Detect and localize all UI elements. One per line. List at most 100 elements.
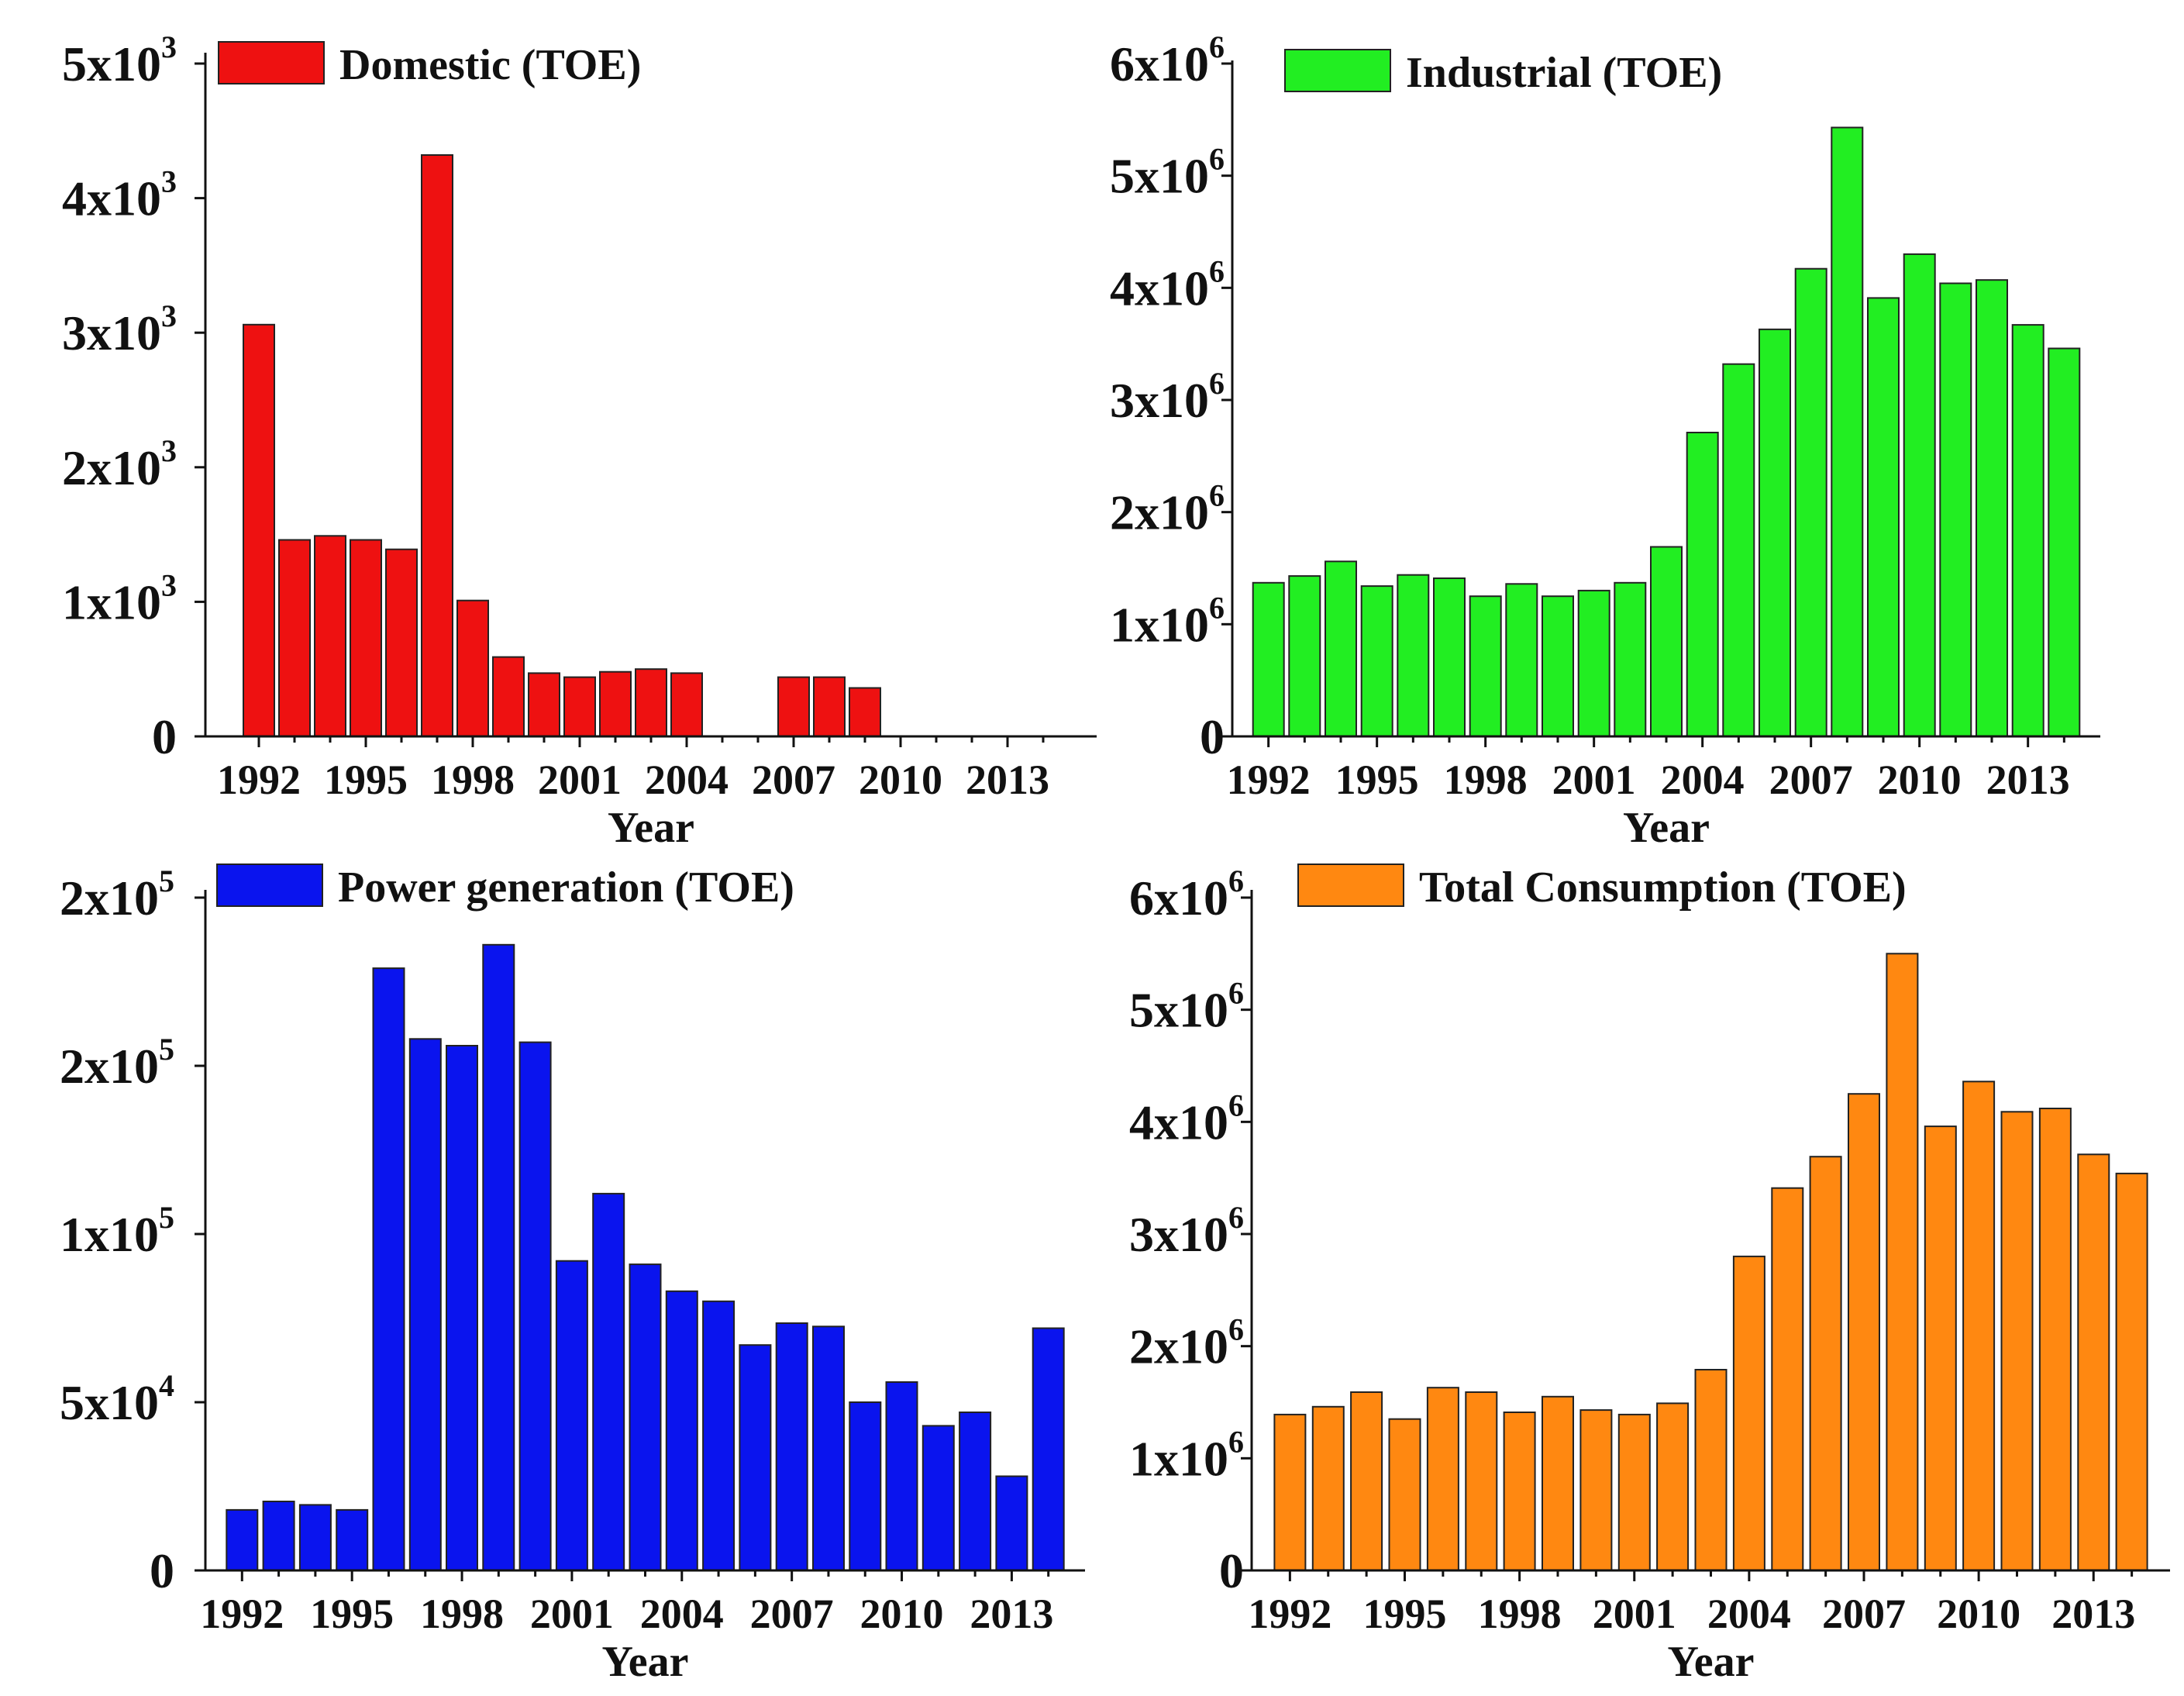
total-chart: 0 1x106 2x106 3x106 4x106 5x106 6x106 1992 1995 1… — [1129, 864, 2170, 1686]
industrial-chart: 0 1x106 2x106 3x106 4x106 5x106 6x106 1992 1995 1… — [1110, 29, 2100, 852]
industrial-x-tick-label: 1998 — [1444, 757, 1528, 803]
total-bar-2011 — [2000, 1111, 2034, 1572]
power-bar-1998 — [446, 1045, 478, 1571]
power-bar-2002 — [592, 1192, 625, 1572]
domestic-legend-label: Domestic (TOE) — [339, 41, 641, 89]
industrial-bar-1994 — [1325, 560, 1357, 737]
total-bar-2003 — [1694, 1369, 1728, 1571]
industrial-bar-2011 — [1939, 282, 1972, 737]
domestic-y-tick-label: 5x103 — [62, 29, 177, 91]
power-bar-2005 — [702, 1300, 735, 1572]
domestic-y-tick-label: 2x103 — [62, 433, 177, 495]
industrial-x-tick-label: 2010 — [1878, 757, 1962, 803]
industrial-legend-label: Industrial (TOE) — [1406, 49, 1722, 97]
total-bar-1998 — [1503, 1412, 1536, 1571]
power-legend-swatch — [216, 864, 323, 907]
total-bar-1994 — [1350, 1391, 1383, 1571]
total-bar-2004 — [1732, 1255, 1765, 1572]
industrial-y-tick-label: 1x106 — [1110, 590, 1225, 652]
industrial-bar-2007 — [1794, 267, 1827, 737]
total-bar-1992 — [1273, 1413, 1307, 1572]
power-bar-1996 — [372, 967, 405, 1571]
industrial-bar-2009 — [1867, 297, 1900, 737]
total-x-tick-label: 2013 — [2051, 1591, 2135, 1637]
total-x-tick-label: 1992 — [1248, 1591, 1331, 1637]
industrial-bar-1999 — [1505, 583, 1538, 737]
total-x-tick-label: 1998 — [1478, 1591, 1562, 1637]
industrial-x-tick-label: 2004 — [1661, 757, 1745, 803]
power-bar-2000 — [518, 1041, 552, 1571]
power-legend-label: Power generation (TOE) — [338, 864, 794, 912]
power-x-tick-label: 1995 — [310, 1591, 394, 1637]
power-bar-1993 — [262, 1501, 295, 1571]
power-y-tick-label: 5x104 — [60, 1368, 174, 1430]
industrial-legend-swatch — [1284, 49, 1391, 92]
industrial-bar-1993 — [1288, 575, 1321, 737]
total-legend-swatch — [1297, 864, 1404, 907]
power-bar-2010 — [885, 1381, 918, 1571]
industrial-bar-2004 — [1686, 432, 1719, 737]
industrial-bar-1998 — [1469, 595, 1502, 738]
power-x-tick-label: 2010 — [860, 1591, 944, 1637]
total-y-tick-label: 3x106 — [1129, 1200, 1244, 1262]
domestic-legend-swatch — [218, 41, 325, 84]
total-x-axis-label: Year — [1668, 1638, 1755, 1686]
industrial-x-tick-label: 2001 — [1552, 757, 1636, 803]
domestic-bar-2004 — [670, 672, 703, 738]
total-bar-2002 — [1656, 1402, 1690, 1572]
industrial-bar-2001 — [1577, 589, 1610, 738]
total-bar-2001 — [1617, 1413, 1651, 1572]
power-bar-1997 — [408, 1038, 442, 1572]
total-x-tick-label: 2007 — [1822, 1591, 1906, 1637]
power-x-axis-label: Year — [602, 1638, 689, 1686]
power-x-tick-label: 2001 — [530, 1591, 614, 1637]
domestic-bar-2007 — [777, 676, 810, 737]
total-bar-1996 — [1426, 1387, 1459, 1571]
domestic-bar-2003 — [635, 668, 667, 738]
total-bar-2006 — [1809, 1156, 1842, 1571]
total-bar-2012 — [2038, 1108, 2072, 1571]
domestic-y-tick-label: 3x103 — [62, 298, 177, 360]
industrial-bar-2013 — [2011, 324, 2044, 738]
domestic-x-tick-label: 1992 — [217, 757, 301, 803]
industrial-x-axis-label: Year — [1623, 804, 1710, 852]
power-x-tick-label: 1998 — [420, 1591, 504, 1637]
total-bar-2010 — [1962, 1081, 1996, 1572]
power-bar-2001 — [555, 1260, 588, 1571]
domestic-x-tick-label: 2001 — [538, 757, 622, 803]
total-y-tick-label: 0 — [1219, 1543, 1244, 1598]
industrial-bar-2010 — [1903, 253, 1936, 737]
industrial-bar-2002 — [1614, 581, 1647, 737]
domestic-bar-2002 — [599, 670, 632, 738]
industrial-bar-2012 — [1976, 279, 2008, 737]
total-y-tick-label: 4x106 — [1129, 1088, 1244, 1150]
domestic-x-tick-label: 2010 — [859, 757, 942, 803]
total-bar-1997 — [1465, 1391, 1498, 1571]
industrial-bar-2014 — [2048, 347, 2081, 737]
total-bar-2000 — [1579, 1409, 1613, 1571]
industrial-y-tick-label: 2x106 — [1110, 478, 1225, 540]
total-x-tick-label: 2004 — [1707, 1591, 1791, 1637]
domestic-bar-2001 — [563, 676, 596, 737]
total-bar-2005 — [1771, 1187, 1804, 1571]
domestic-x-tick-label: 1995 — [324, 757, 408, 803]
domestic-bar-1999 — [492, 656, 525, 737]
industrial-bar-1996 — [1397, 574, 1430, 738]
power-y-tick-label: 0 — [150, 1543, 174, 1598]
domestic-bar-1992 — [243, 323, 275, 737]
industrial-bar-2008 — [1831, 126, 1864, 737]
industrial-x-tick-label: 1992 — [1227, 757, 1311, 803]
total-x-tick-label: 2010 — [1937, 1591, 2020, 1637]
power-bar-2004 — [665, 1290, 698, 1572]
industrial-bar-1997 — [1433, 577, 1466, 737]
domestic-x-axis-label: Year — [608, 804, 694, 852]
domestic-x-tick-label: 2004 — [645, 757, 729, 803]
total-bar-1999 — [1542, 1395, 1574, 1572]
power-bar-1992 — [226, 1508, 259, 1572]
domestic-bar-1993 — [278, 539, 311, 737]
industrial-bar-2003 — [1650, 546, 1683, 737]
total-bar-1995 — [1388, 1418, 1421, 1571]
industrial-bar-2000 — [1542, 595, 1574, 738]
power-bar-2006 — [739, 1344, 772, 1571]
power-bar-2011 — [921, 1425, 955, 1572]
